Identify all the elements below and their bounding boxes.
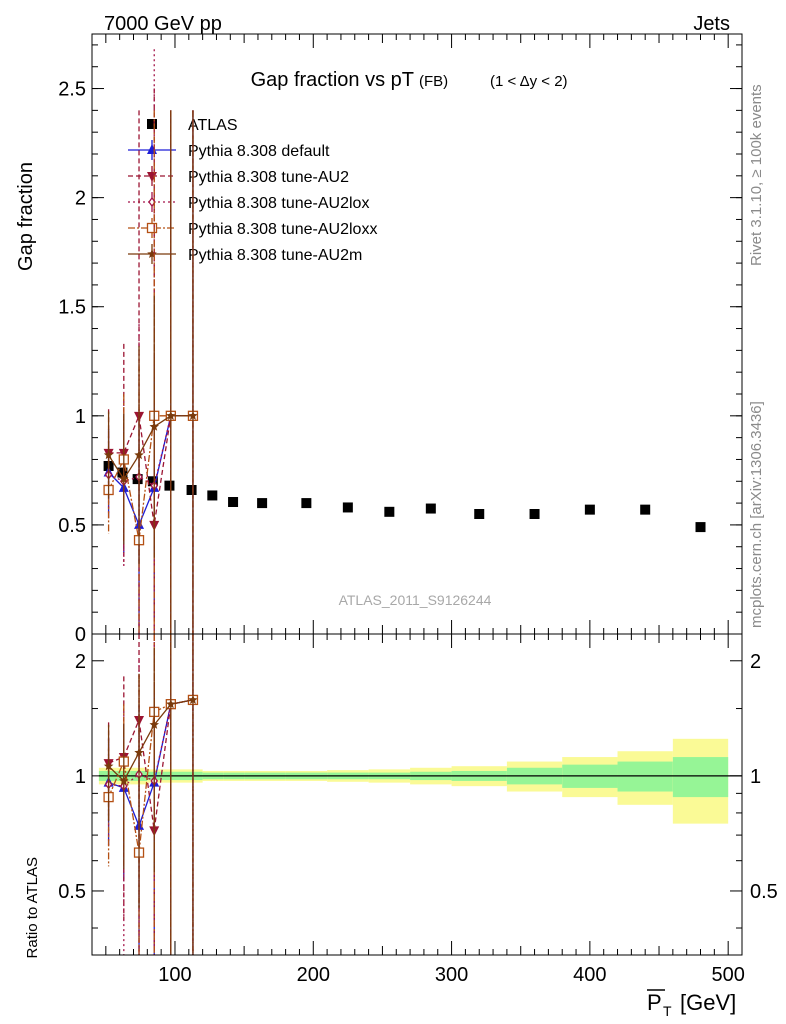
data-point	[474, 509, 485, 519]
rivet-version-label: Rivet 3.1.10, ≥ 100k events	[748, 84, 765, 266]
x-tick-label: 400	[573, 964, 606, 986]
legend-label: Pythia 8.308 tune-AU2lox	[188, 195, 369, 212]
data-point	[117, 467, 128, 478]
x-axis-title-unit: [GeV]	[680, 990, 736, 1015]
y-tick-label: 2.5	[58, 79, 86, 101]
y-tick-label: 2	[75, 651, 86, 673]
analysis-watermark: ATLAS_2011_S9126244	[339, 592, 492, 608]
legend-entry-atlas: ATLAS	[147, 117, 238, 134]
x-axis-title-subscript: T	[663, 1003, 672, 1019]
series-pythia-8-308-default	[103, 110, 198, 634]
legend-label: Pythia 8.308 tune-AU2loxx	[188, 221, 377, 238]
x-tick-label: 200	[297, 964, 330, 986]
data-point	[228, 497, 239, 507]
legend-label: ATLAS	[188, 117, 238, 134]
legend-marker	[147, 172, 157, 182]
data-point	[119, 775, 129, 785]
data-point	[149, 719, 159, 729]
main-y-axis-label: Gap fraction	[15, 162, 37, 271]
legend-marker	[146, 222, 158, 234]
inner-band	[672, 757, 729, 798]
legend-marker	[147, 144, 157, 154]
mcplots-label: mcplots.cern.ch [arXiv:1306.3436]	[748, 401, 765, 628]
legend-label: Pythia 8.308 tune-AU2	[188, 169, 349, 186]
series-pythia-8-308-tune-au2m	[103, 110, 198, 634]
data-point	[166, 699, 176, 709]
legend-entry-pythia-8-308-tune-au2m: Pythia 8.308 tune-AU2m	[128, 244, 362, 264]
chart-title-suffix: (FB)	[419, 73, 448, 90]
data-point	[188, 694, 198, 704]
legend-entry-pythia-8-308-tune-au2lox: Pythia 8.308 tune-AU2lox	[128, 192, 369, 212]
data-point	[257, 498, 268, 509]
data-point	[384, 506, 395, 517]
y-tick-label: 0.5	[58, 515, 86, 537]
y-tick-label: 0	[75, 624, 86, 646]
y-tick-label: 1	[75, 406, 86, 428]
x-tick-label: 500	[711, 964, 744, 986]
data-point	[166, 410, 176, 420]
plot-frame	[91, 633, 743, 956]
series-pythia-8-308-tune-au2lox	[104, 49, 197, 634]
series-line	[108, 699, 194, 853]
header-left-label: 7000 GeV pp	[104, 13, 222, 35]
x-tick-label: 300	[435, 964, 468, 986]
legend-entry-pythia-8-308-tune-au2loxx: Pythia 8.308 tune-AU2loxx	[128, 218, 377, 238]
legend-marker	[147, 249, 157, 258]
x-tick-label: 100	[158, 964, 191, 986]
data-point	[529, 509, 540, 519]
series-pythia-8-308-tune-au2m	[103, 634, 198, 955]
data-point	[207, 490, 218, 501]
y-tick-label: 2	[75, 188, 86, 210]
y-tick-label-right: 0.5	[750, 881, 778, 903]
series-pythia-8-308-tune-au2loxx	[103, 110, 199, 634]
data-point	[134, 450, 144, 460]
data-point	[149, 421, 159, 431]
x-axis-title-main: P	[647, 990, 662, 1015]
y-tick-label: 0.5	[58, 881, 86, 903]
data-point	[186, 485, 197, 495]
data-point	[584, 504, 595, 515]
legend-entry-pythia-8-308-default: Pythia 8.308 default	[128, 140, 330, 160]
legend-label: Pythia 8.308 default	[188, 143, 330, 160]
y-tick-label-right: 1	[750, 766, 761, 788]
series-pythia-8-308-tune-au2lox	[104, 634, 197, 955]
chart-title-range: (1 < Δy < 2)	[490, 73, 568, 90]
y-tick-label: 1.5	[58, 297, 86, 319]
data-point	[640, 504, 651, 515]
series-atlas	[103, 461, 706, 533]
legend-entry-pythia-8-308-tune-au2: Pythia 8.308 tune-AU2	[128, 166, 349, 186]
inner-band	[617, 761, 673, 792]
data-point	[188, 410, 198, 420]
data-point	[695, 522, 706, 533]
data-point	[103, 761, 114, 771]
series-pythia-8-308-tune-au2	[103, 634, 198, 955]
chart-title: Gap fraction vs pT	[251, 69, 414, 91]
data-point	[103, 450, 114, 460]
data-point	[425, 503, 436, 514]
ratio-y-axis-label: Ratio to ATLAS	[24, 857, 41, 958]
data-point	[301, 498, 312, 509]
series-pythia-8-308-default	[103, 634, 198, 955]
data-point	[164, 480, 175, 491]
series-pythia-8-308-tune-au2loxx	[103, 634, 199, 955]
series-pythia-8-308-tune-au2	[103, 88, 198, 634]
data-point	[342, 502, 353, 513]
data-point	[147, 476, 158, 487]
ratio-panel: 0.5 0.5 1 1 2 2 100 200 300 400 500	[58, 633, 778, 986]
x-axis-title: P T [GeV]	[647, 989, 736, 1019]
data-point	[119, 474, 129, 484]
y-tick-label: 1	[75, 766, 86, 788]
data-point	[134, 747, 144, 757]
header-right-label: Jets	[693, 13, 730, 35]
main-panel: 0 0.5 1 1.5 2 2.5	[58, 33, 743, 646]
legend: ATLAS Pythia 8.308 default Pythia 8.308 tu…	[128, 117, 377, 264]
y-tick-label-right: 2	[750, 651, 761, 673]
series-line	[108, 415, 193, 481]
legend-label: Pythia 8.308 tune-AU2m	[188, 247, 362, 264]
legend-marker	[147, 119, 157, 129]
